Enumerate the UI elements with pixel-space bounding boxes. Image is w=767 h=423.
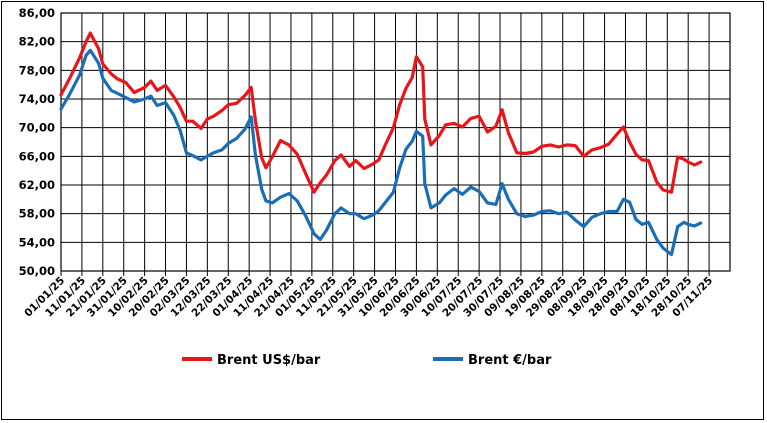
y-tick-label: 70,00: [19, 121, 55, 135]
legend: Brent US$/bar Brent €/bar: [182, 353, 552, 368]
y-tick-label: 74,00: [19, 92, 55, 106]
series-line-eur: [59, 48, 703, 257]
y-axis-ticks: 50,00 54,00 58,00 62,00 66,00 70,00 74,00 78,00…: [19, 6, 55, 278]
y-tick-label: 62,00: [19, 178, 55, 192]
y-tick-label: 50,00: [19, 264, 55, 278]
y-tick-label: 54,00: [19, 235, 55, 249]
series-layer: [59, 31, 703, 257]
y-tick-label: 58,00: [19, 207, 55, 221]
y-tick-label: 86,00: [19, 6, 55, 20]
y-tick-label: 66,00: [19, 149, 55, 163]
y-tick-label: 82,00: [19, 35, 55, 49]
y-tick-label: 78,00: [19, 63, 55, 77]
series-line-usd: [59, 31, 703, 194]
legend-label-usd: Brent US$/bar: [217, 353, 321, 368]
legend-label-eur: Brent €/bar: [468, 353, 552, 368]
x-axis-ticks: 01/01/2511/01/2521/01/2531/01/2510/02/25…: [22, 271, 715, 320]
